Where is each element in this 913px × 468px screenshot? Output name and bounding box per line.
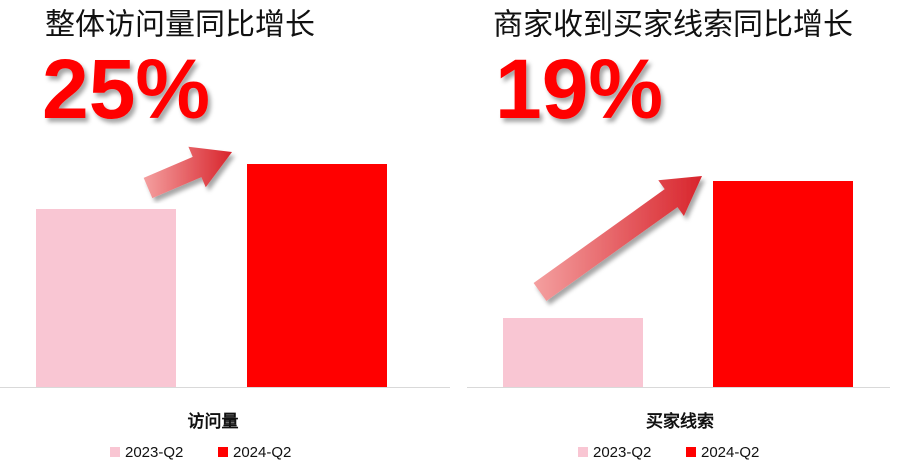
growth-percent: 19%	[495, 42, 663, 136]
bar	[36, 209, 176, 387]
chart-title: 商家收到买家线索同比增长	[493, 8, 853, 43]
legend-label: 2023-Q2	[593, 444, 651, 461]
bar	[247, 164, 387, 387]
bar	[713, 181, 853, 387]
chart-title: 整体访问量同比增长	[45, 8, 315, 43]
growth-percent: 25%	[42, 42, 210, 136]
legend-label: 2024-Q2	[233, 444, 291, 461]
growth-arrow	[533, 176, 702, 301]
legend-marker	[218, 447, 228, 457]
category-label: 买家线索	[646, 411, 714, 432]
legend-label: 2023-Q2	[125, 444, 183, 461]
legend-marker	[578, 447, 588, 457]
bar	[503, 318, 643, 387]
legend-marker	[110, 447, 120, 457]
legend-label: 2024-Q2	[701, 444, 759, 461]
legend-marker	[686, 447, 696, 457]
growth-arrow	[143, 146, 232, 199]
category-label: 访问量	[188, 411, 239, 432]
